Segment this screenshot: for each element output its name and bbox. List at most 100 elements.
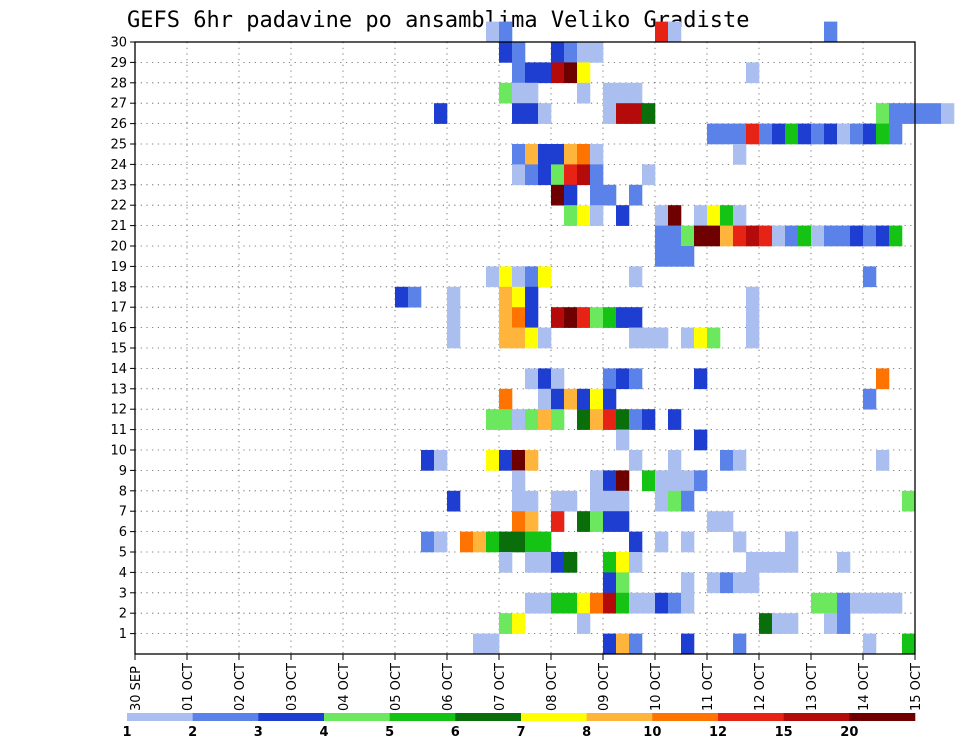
heatmap-cell bbox=[551, 552, 565, 573]
colorbar-swatch bbox=[521, 713, 587, 721]
heatmap-cell bbox=[655, 21, 669, 43]
heatmap-cell bbox=[863, 225, 877, 247]
heatmap-cell bbox=[486, 266, 500, 288]
heatmap-cell bbox=[603, 572, 617, 594]
colorbar-label: 5 bbox=[385, 725, 394, 740]
heatmap-cell bbox=[629, 307, 643, 328]
heatmap-cell bbox=[512, 531, 526, 553]
heatmap-cell bbox=[837, 225, 851, 247]
heatmap-cell bbox=[850, 225, 864, 247]
heatmap-cell bbox=[863, 388, 877, 410]
heatmap-cell bbox=[421, 531, 435, 553]
heatmap-cell bbox=[720, 225, 734, 247]
heatmap-cell bbox=[525, 62, 539, 84]
heatmap-cell bbox=[499, 307, 513, 328]
heatmap-cell bbox=[603, 388, 617, 410]
y-tick-label: 19 bbox=[110, 260, 127, 275]
heatmap-cell bbox=[590, 388, 604, 410]
heatmap-cell bbox=[564, 144, 578, 165]
heatmap-cell bbox=[577, 164, 591, 186]
heatmap-cell bbox=[551, 307, 565, 328]
colorbar-swatch bbox=[783, 713, 850, 721]
heatmap-cell bbox=[486, 531, 500, 553]
heatmap-cell bbox=[486, 21, 500, 43]
heatmap-cell bbox=[694, 429, 708, 451]
colorbar-label: 4 bbox=[319, 725, 328, 740]
y-tick-label: 22 bbox=[110, 199, 127, 214]
heatmap-cell bbox=[824, 21, 838, 43]
y-tick-label: 11 bbox=[110, 423, 127, 438]
heatmap-cell bbox=[629, 82, 643, 104]
heatmap-cell bbox=[863, 592, 877, 614]
heatmap-cell bbox=[746, 307, 760, 328]
colorbar-swatch bbox=[849, 713, 916, 721]
heatmap-cell bbox=[616, 592, 630, 614]
heatmap-cell bbox=[694, 470, 708, 492]
heatmap-cell bbox=[746, 225, 760, 247]
heatmap-cell bbox=[577, 42, 591, 63]
heatmap-cell bbox=[590, 409, 604, 430]
heatmap-cell bbox=[642, 164, 656, 186]
heatmap-cell bbox=[746, 286, 760, 308]
heatmap-cell bbox=[499, 42, 513, 63]
heatmap-cell bbox=[655, 490, 669, 512]
heatmap-cell bbox=[746, 572, 760, 594]
heatmap-cell bbox=[512, 42, 526, 63]
y-tick-label: 30 bbox=[110, 36, 127, 51]
heatmap-cell bbox=[837, 123, 851, 145]
colorbar-label: 7 bbox=[516, 725, 525, 740]
x-tick-label: 07 OCT bbox=[493, 663, 508, 711]
heatmap-cell bbox=[681, 490, 695, 512]
x-tick-label: 13 OCT bbox=[805, 663, 820, 711]
heatmap-cell bbox=[746, 552, 760, 573]
x-axis: 30 SEP 01 OCT 02 OCT 03 OCT 04 OCT 05 OCT 06 O… bbox=[129, 654, 924, 711]
heatmap-cell bbox=[707, 205, 721, 226]
heatmap-cell bbox=[577, 613, 591, 634]
heatmap-cell bbox=[707, 123, 721, 145]
heatmap-cell bbox=[538, 144, 552, 165]
heatmap-cell bbox=[525, 490, 539, 512]
heatmap-cell bbox=[525, 286, 539, 308]
heatmap-cell bbox=[681, 327, 695, 349]
x-tick-label: 02 OCT bbox=[233, 663, 248, 711]
heatmap-cell bbox=[629, 450, 643, 471]
heatmap-cell bbox=[577, 82, 591, 104]
y-tick-label: 7 bbox=[119, 505, 127, 520]
colorbar-label: 6 bbox=[451, 725, 460, 740]
heatmap-cell bbox=[525, 409, 539, 430]
y-tick-label: 18 bbox=[110, 280, 127, 295]
heatmap-cell bbox=[746, 327, 760, 349]
heatmap-cell bbox=[551, 409, 565, 430]
heatmap-cell bbox=[681, 572, 695, 594]
heatmap-cell bbox=[811, 225, 825, 247]
heatmap-cell bbox=[603, 633, 617, 655]
heatmap-cell bbox=[564, 164, 578, 186]
heatmap-cell bbox=[616, 205, 630, 226]
heatmap-cell bbox=[629, 327, 643, 349]
heatmap-cell bbox=[447, 327, 461, 349]
y-tick-label: 23 bbox=[110, 178, 127, 193]
heatmap-cell bbox=[681, 592, 695, 614]
heatmap-cell bbox=[811, 592, 825, 614]
colorbar-label: 10 bbox=[643, 725, 661, 740]
heatmap-cell bbox=[603, 307, 617, 328]
colorbar: 1 2 3 4 5 6 7 8 10 12 15 20 bbox=[122, 713, 916, 740]
heatmap-cell bbox=[525, 552, 539, 573]
heatmap-cell bbox=[902, 103, 916, 124]
heatmap-cell bbox=[668, 490, 682, 512]
heatmap-cell bbox=[551, 184, 565, 206]
heatmap-cell bbox=[538, 409, 552, 430]
heatmap-cell bbox=[772, 552, 786, 573]
heatmap-cell bbox=[694, 327, 708, 349]
heatmap-cell bbox=[447, 490, 461, 512]
heatmap-cell bbox=[590, 205, 604, 226]
heatmap-cell bbox=[538, 266, 552, 288]
heatmap-cell bbox=[525, 511, 539, 532]
heatmap-cell bbox=[616, 307, 630, 328]
heatmap-cell bbox=[577, 388, 591, 410]
heatmap-cell bbox=[408, 286, 422, 308]
heatmap-cell bbox=[707, 225, 721, 247]
heatmap-cell bbox=[785, 225, 799, 247]
heatmap-cell bbox=[564, 42, 578, 63]
heatmap-cell bbox=[642, 592, 656, 614]
